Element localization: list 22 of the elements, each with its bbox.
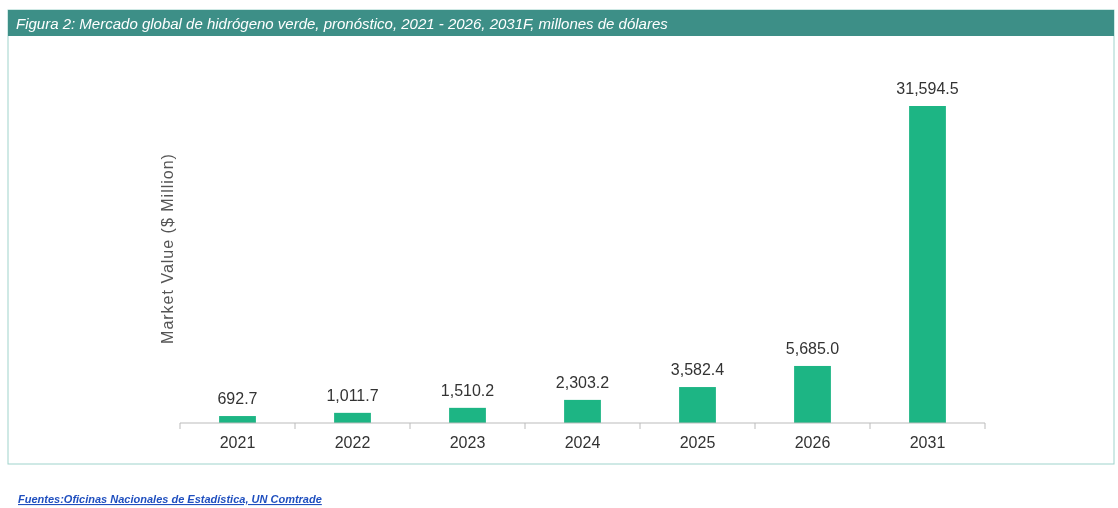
data-label: 1,510.2 [440, 381, 495, 399]
bar [449, 407, 486, 423]
bar [794, 365, 831, 423]
bar [564, 399, 601, 423]
data-label: 692.7 [217, 390, 258, 408]
x-tick-label: 2021 [219, 434, 256, 451]
data-label: 3,582.4 [670, 361, 725, 379]
data-label: 5,685.0 [785, 339, 840, 357]
data-label: 1,011.7 [326, 386, 379, 404]
x-tick-label: 2025 [679, 434, 716, 451]
chart-title: Figura 2: Mercado global de hidrógeno verde, pronóstico, 2021 - 2026, 2031F, millones de dólares [16, 15, 669, 32]
x-tick-label: 2031 [909, 434, 946, 451]
x-tick-label: 2022 [334, 434, 371, 451]
source-note: Fuentes:Oficinas Nacionales de Estadística, UN Comtrade [18, 493, 322, 505]
bar [679, 387, 716, 423]
bar [909, 106, 946, 423]
x-tick-label: 2026 [794, 434, 831, 451]
data-label: 31,594.5 [896, 80, 959, 97]
data-label: 2,303.2 [555, 373, 610, 391]
x-tick-label: 2024 [564, 434, 601, 451]
x-tick-label: 2023 [449, 434, 486, 451]
y-axis-title: Market Value ($ Million) [159, 153, 176, 344]
